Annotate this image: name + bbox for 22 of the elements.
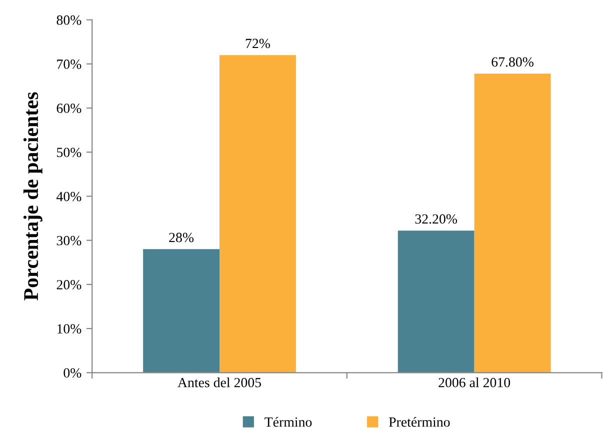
x-tick-label: 2006 al 2010 (438, 378, 510, 388)
y-tick-label: 0% (64, 368, 82, 378)
legend-label: Término (264, 416, 312, 427)
legend-label: Pretérmino (388, 416, 450, 427)
y-axis-title: Porcentaje de pacientes (23, 92, 42, 300)
x-tick-label: Antes del 2005 (178, 378, 262, 388)
y-tick-label: 30% (56, 236, 82, 246)
y-tick-label: 80% (56, 15, 82, 25)
bar (143, 249, 220, 373)
data-label: 28% (169, 232, 194, 242)
data-label: 67.80% (492, 57, 534, 67)
bar (474, 74, 551, 373)
bar (398, 230, 474, 373)
y-tick-label: 10% (57, 324, 82, 334)
data-label: 72% (246, 38, 270, 48)
y-tick-label: 20% (56, 280, 82, 290)
y-tick-label: 60% (56, 104, 82, 114)
y-tick-label: 50% (57, 148, 82, 158)
bar (220, 55, 296, 373)
y-tick-label: 70% (57, 60, 82, 69)
data-label: 32.20% (415, 214, 458, 224)
y-tick-label: 40% (56, 192, 82, 202)
